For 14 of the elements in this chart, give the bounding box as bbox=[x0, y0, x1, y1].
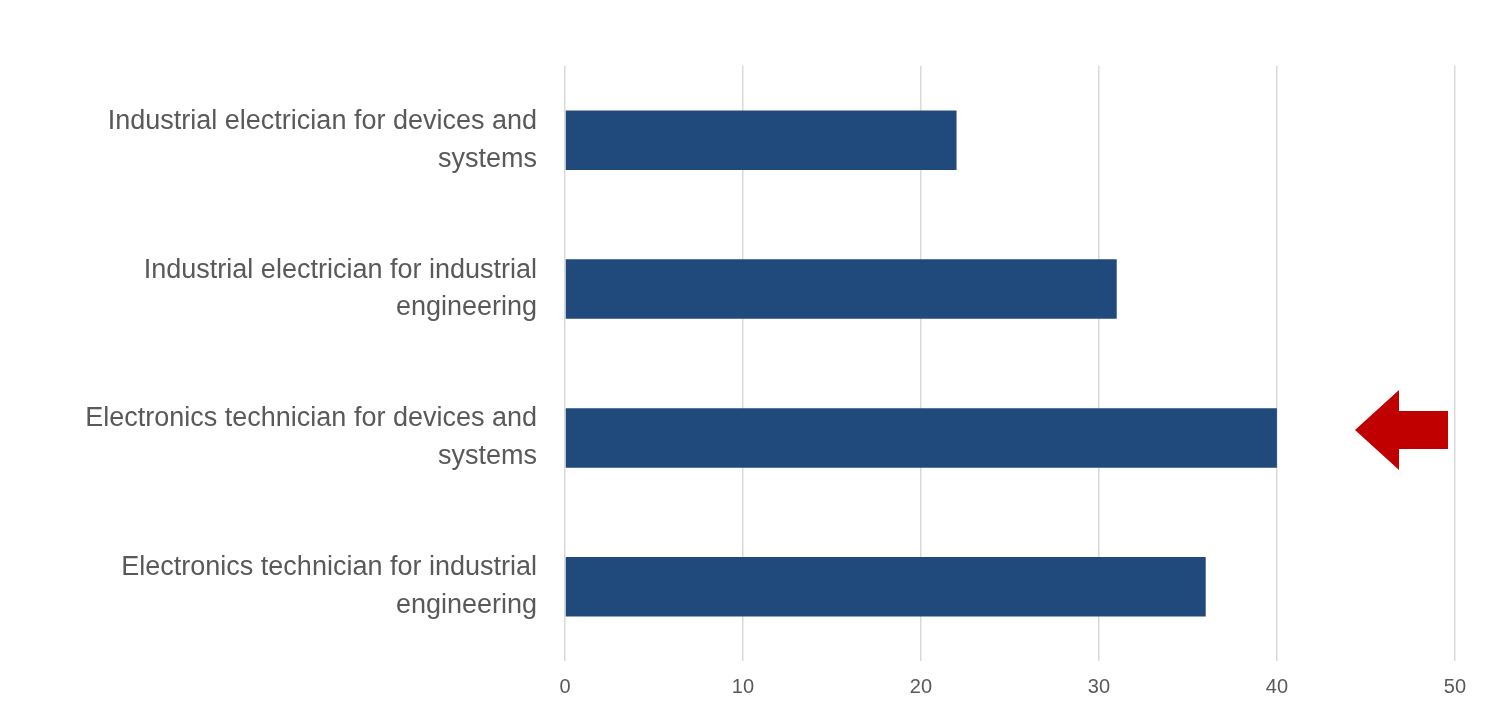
bar bbox=[565, 110, 957, 170]
y-tick-label: Electronics technician for devices and systems bbox=[85, 402, 537, 471]
y-tick-label: Industrial electrician for industrial engineering bbox=[143, 253, 537, 322]
bar bbox=[565, 557, 1206, 617]
x-tick-label: 20 bbox=[909, 674, 933, 697]
y-tick-label: Industrial electrician for devices and systems bbox=[107, 104, 537, 173]
x-tick-label: 40 bbox=[1265, 674, 1289, 697]
x-tick-label: 0 bbox=[559, 674, 571, 697]
x-tick-label: 50 bbox=[1443, 674, 1466, 697]
bar bbox=[565, 259, 1117, 319]
x-tick-label: 30 bbox=[1087, 674, 1111, 697]
y-tick-label: Electronics technician for industrial engineering bbox=[121, 551, 537, 620]
x-tick-label: 10 bbox=[731, 674, 755, 697]
bar bbox=[565, 408, 1277, 468]
